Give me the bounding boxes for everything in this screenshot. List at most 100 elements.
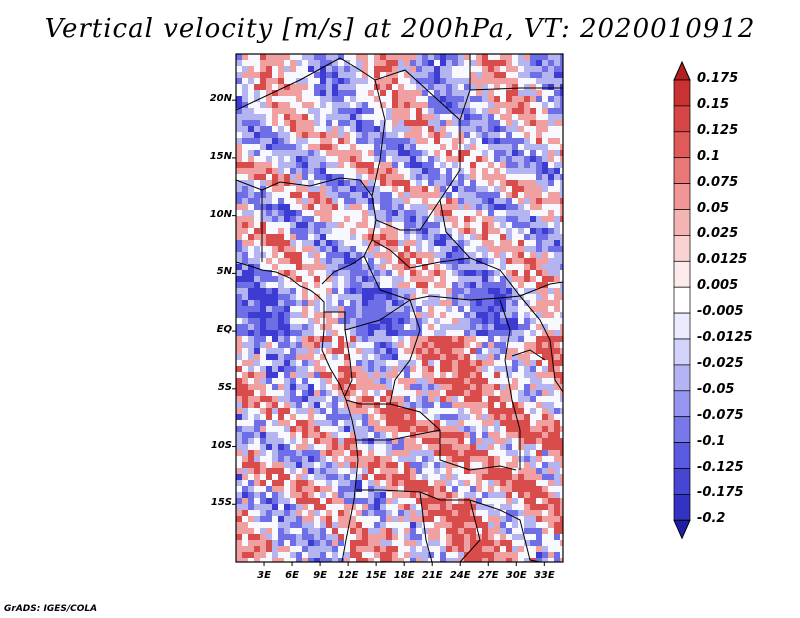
field-cell [464, 390, 470, 396]
field-cell [512, 246, 518, 252]
field-cell [380, 492, 386, 498]
field-cell [266, 510, 272, 516]
field-cell [266, 348, 272, 354]
field-cell [422, 312, 428, 318]
field-cell [362, 300, 368, 306]
field-cell [554, 120, 560, 126]
field-cell [488, 498, 494, 504]
field-cell [302, 438, 308, 444]
field-cell [242, 360, 248, 366]
field-cell [470, 360, 476, 366]
field-cell [440, 240, 446, 246]
field-cell [416, 132, 422, 138]
colorbar-max-arrow [673, 60, 691, 81]
field-cell [344, 384, 350, 390]
field-cell [332, 108, 338, 114]
field-cell [386, 108, 392, 114]
field-cell [494, 528, 500, 534]
field-cell [500, 132, 506, 138]
field-cell [560, 480, 563, 486]
field-cell [554, 282, 560, 288]
field-cell [350, 216, 356, 222]
field-cell [284, 90, 290, 96]
field-cell [356, 402, 362, 408]
field-cell [524, 444, 530, 450]
field-cell [416, 102, 422, 108]
field-cell [494, 492, 500, 498]
field-cell [350, 534, 356, 540]
field-cell [536, 144, 542, 150]
field-cell [506, 174, 512, 180]
field-cell [362, 138, 368, 144]
field-cell [542, 174, 548, 180]
field-cell [554, 390, 560, 396]
field-cell [302, 348, 308, 354]
field-cell [332, 408, 338, 414]
field-cell [446, 372, 452, 378]
field-cell [326, 366, 332, 372]
field-cell [296, 402, 302, 408]
field-cell [512, 552, 518, 558]
field-cell [440, 162, 446, 168]
field-cell [368, 222, 374, 228]
field-cell [554, 540, 560, 546]
field-cell [398, 540, 404, 546]
field-cell [494, 330, 500, 336]
field-cell [458, 126, 464, 132]
field-cell [398, 192, 404, 198]
field-cell [440, 360, 446, 366]
field-cell [554, 420, 560, 426]
field-cell [248, 90, 254, 96]
field-cell [560, 390, 563, 396]
field-cell [554, 348, 560, 354]
field-cell [440, 246, 446, 252]
field-cell [512, 318, 518, 324]
field-cell [500, 228, 506, 234]
field-cell [416, 504, 422, 510]
field-cell [266, 222, 272, 228]
field-cell [536, 138, 542, 144]
field-cell [464, 318, 470, 324]
field-cell [296, 168, 302, 174]
field-cell [338, 258, 344, 264]
field-cell [314, 330, 320, 336]
field-cell [332, 282, 338, 288]
field-cell [530, 414, 536, 420]
field-cell [518, 138, 524, 144]
field-cell [470, 162, 476, 168]
field-cell [440, 306, 446, 312]
field-cell [242, 132, 248, 138]
field-cell [314, 348, 320, 354]
field-cell [374, 96, 380, 102]
field-cell [290, 276, 296, 282]
field-cell [338, 282, 344, 288]
field-cell [428, 78, 434, 84]
field-cell [530, 84, 536, 90]
field-cell [536, 378, 542, 384]
field-cell [500, 468, 506, 474]
field-cell [290, 270, 296, 276]
field-cell [500, 174, 506, 180]
field-cell [530, 522, 536, 528]
field-cell [242, 408, 248, 414]
field-cell [536, 522, 542, 528]
field-cell [416, 558, 422, 562]
field-cell [470, 246, 476, 252]
field-cell [440, 72, 446, 78]
field-cell [278, 144, 284, 150]
field-cell [272, 282, 278, 288]
field-cell [536, 468, 542, 474]
field-cell [242, 468, 248, 474]
field-cell [284, 270, 290, 276]
field-cell [554, 270, 560, 276]
field-cell [350, 456, 356, 462]
field-cell [362, 282, 368, 288]
field-cell [434, 480, 440, 486]
field-cell [236, 300, 242, 306]
field-cell [296, 528, 302, 534]
field-cell [494, 198, 500, 204]
field-cell [326, 318, 332, 324]
field-cell [560, 216, 563, 222]
field-cell [320, 390, 326, 396]
field-cell [536, 348, 542, 354]
